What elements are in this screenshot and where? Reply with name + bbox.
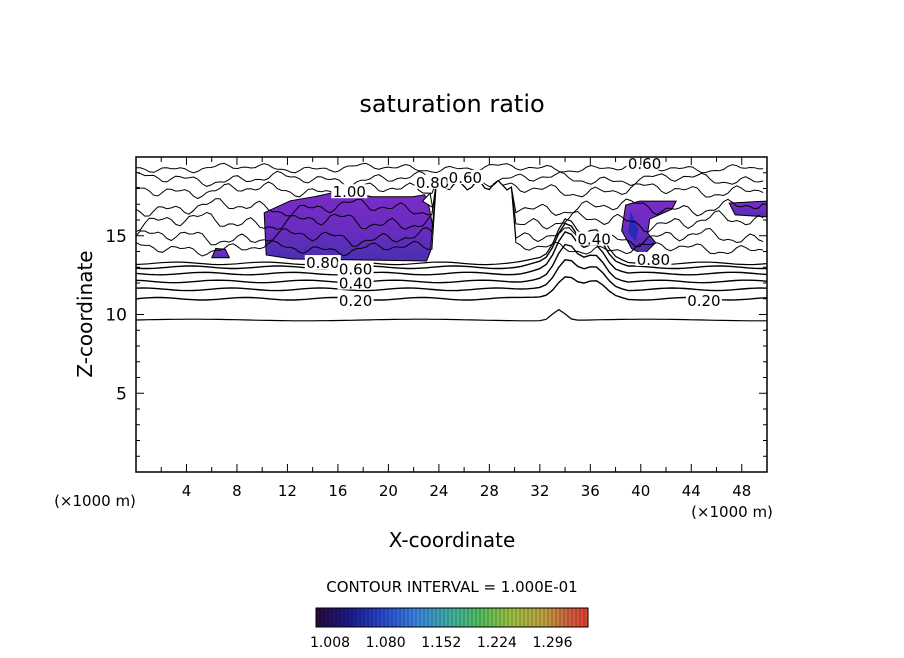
contour-label: 1.00 [333, 183, 366, 201]
contour-line-0.20 [136, 276, 767, 301]
x-tick-label: 44 [682, 482, 701, 500]
contour-label-bg [626, 155, 663, 170]
colorbar [315, 607, 589, 628]
x-tick-label: 12 [278, 482, 297, 500]
y-tick-label: 15 [105, 227, 127, 247]
supersaturation-region [728, 200, 767, 218]
contour-line-0.30 [136, 259, 767, 292]
y-tick-label: 5 [116, 384, 127, 404]
contour-label: 0.60 [449, 169, 482, 187]
x-tick-label: 4 [182, 482, 192, 500]
contour-label-bg [576, 231, 613, 246]
contour-line-0.60 [136, 222, 767, 270]
x-tick-label: 16 [328, 482, 347, 500]
contour-label: 0.80 [306, 254, 339, 272]
contour-label: 0.80 [416, 174, 449, 192]
contour-label: 0.60 [339, 260, 372, 278]
x-tick-label: 36 [581, 482, 600, 500]
contour-labels: 1.000.80 0.600.600.80 0.600.400.200.400.80… [304, 155, 722, 310]
chart-title: saturation ratio [359, 90, 544, 118]
contour-lines [136, 162, 767, 322]
x-axis-ticks: 4 8 12 16 20 24 28 32 36 40 44 48 [160, 157, 751, 500]
x-unit-label: (×1000 m) [691, 503, 773, 521]
x-axis-label: X-coordinate [389, 528, 516, 552]
x-tick-label: 8 [232, 482, 242, 500]
contour-line-upper [136, 179, 764, 257]
region-core [628, 210, 639, 243]
contour-line-upper [136, 179, 764, 248]
y-axis-ticks: 5 10 15 [105, 172, 767, 457]
contour-line-0.50 [136, 231, 767, 276]
colorbar-stripes [315, 608, 589, 627]
supersaturation-region [263, 190, 434, 262]
y-axis-label: Z-coordinate [73, 250, 97, 377]
contour-label: 0.60 [628, 155, 661, 173]
x-tick-label: 28 [480, 482, 499, 500]
contour-label: 0.20 [339, 292, 372, 310]
contour-label-bg [337, 275, 374, 290]
y-tick-label: 10 [105, 306, 127, 326]
contour-label-bg [685, 292, 722, 307]
contour-interval-text: CONTOUR INTERVAL = 1.000E-01 [326, 578, 577, 596]
colorbar-tick-label: 1.152 [421, 635, 461, 651]
contour-label-bg [337, 261, 374, 276]
contour-label-bg [635, 251, 672, 266]
contour-label-bg [414, 174, 451, 189]
x-tick-label: 24 [429, 482, 448, 500]
colorbar-tick-label: 1.296 [532, 635, 572, 651]
contour-line-0.10 [136, 308, 767, 322]
contour-label-bg [447, 170, 484, 185]
contour-label-bg [331, 184, 368, 199]
contour-label: 0.40 [577, 230, 610, 248]
x-tick-label: 20 [379, 482, 398, 500]
contour-label: 0.80 [637, 251, 670, 269]
colorbar-tick-label: 1.008 [310, 635, 350, 651]
contour-label: 0.40 [339, 275, 372, 293]
x-tick-label: 48 [732, 482, 751, 500]
x-tick-label: 40 [631, 482, 650, 500]
contour-label: 0.20 [687, 292, 720, 310]
contour-label-bg [304, 255, 341, 270]
colorbar-tick-label: 1.224 [477, 635, 517, 651]
x-tick-label: 32 [530, 482, 549, 500]
colorbar-labels: 1.008 1.080 1.152 1.224 1.296 [310, 635, 573, 651]
contour-label-bg [337, 292, 374, 307]
contour-line-0.40 [136, 243, 767, 284]
region-hole [421, 192, 434, 209]
colorbar-tick-label: 1.080 [366, 635, 406, 651]
z-unit-label: (×1000 m) [54, 492, 136, 510]
